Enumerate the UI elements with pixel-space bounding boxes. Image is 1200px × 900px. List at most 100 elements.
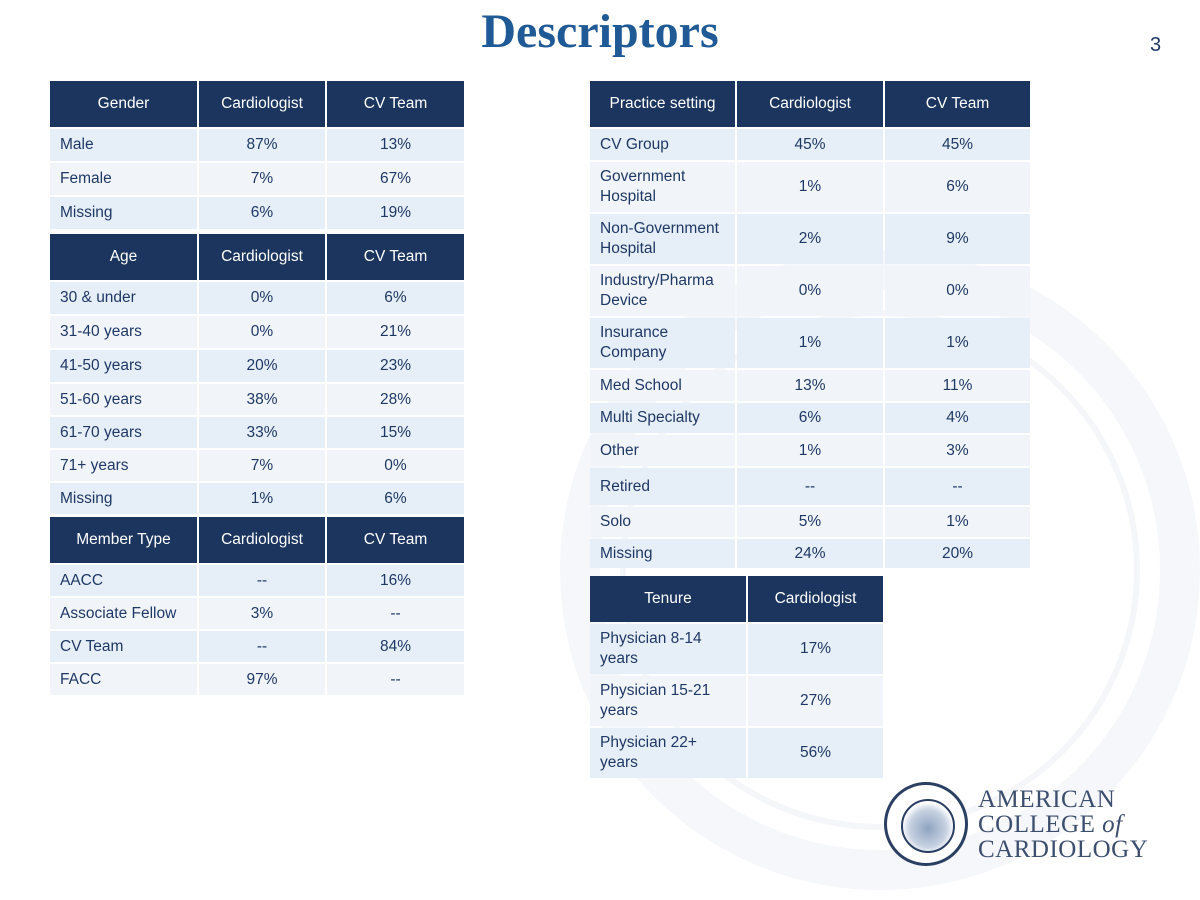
cell-value: 97% <box>199 664 325 695</box>
cell-value: 38% <box>199 384 325 415</box>
logo-line3: CARDIOLOGY <box>978 835 1149 863</box>
row-label: Associate Fellow <box>50 598 197 629</box>
practice-setting-table: Practice setting Cardiologist CV Team CV Gr… <box>588 79 1032 570</box>
cell-value: -- <box>199 565 325 596</box>
cell-value: 1% <box>885 318 1030 368</box>
cell-value: 0% <box>737 266 883 316</box>
table-row: AACC -- 16% <box>50 565 464 596</box>
table-row: Female 7% 67% <box>50 163 464 195</box>
cell-value: 7% <box>199 450 325 481</box>
cell-value: 6% <box>885 162 1030 212</box>
cell-value: 3% <box>199 598 325 629</box>
column-header: Cardiologist <box>748 576 883 622</box>
header-row: Age Cardiologist CV Team <box>50 234 464 280</box>
row-label: 61-70 years <box>50 417 197 448</box>
column-header: Age <box>50 234 197 280</box>
table-row: Non-Government Hospital 2% 9% <box>590 214 1030 264</box>
cell-value: 13% <box>737 370 883 401</box>
cell-value: 56% <box>748 728 883 778</box>
row-label: Other <box>590 435 735 466</box>
cell-value: -- <box>737 468 883 505</box>
row-label: Industry/Pharma Device <box>590 266 735 316</box>
column-header: Cardiologist <box>199 517 325 563</box>
column-header: Practice setting <box>590 81 735 127</box>
cell-value: 6% <box>199 197 325 229</box>
row-label: 30 & under <box>50 282 197 314</box>
header-row: Practice setting Cardiologist CV Team <box>590 81 1030 127</box>
cell-value: 3% <box>885 435 1030 466</box>
column-header: CV Team <box>327 234 464 280</box>
row-label: Retired <box>590 468 735 505</box>
cell-value: 16% <box>327 565 464 596</box>
cell-value: 0% <box>199 282 325 314</box>
table-row: Med School 13% 11% <box>590 370 1030 401</box>
header-row: Tenure Cardiologist <box>590 576 883 622</box>
column-header: Cardiologist <box>199 81 325 127</box>
row-label: Female <box>50 163 197 195</box>
table-row: CV Team -- 84% <box>50 631 464 662</box>
table-row: Physician 15-21 years 27% <box>590 676 883 726</box>
row-label: CV Team <box>50 631 197 662</box>
logo-line2: COLLEGE <box>978 810 1096 838</box>
table-row: 41-50 years 20% 23% <box>50 350 464 382</box>
tenure-table: Tenure Cardiologist Physician 8-14 years 17… <box>588 574 885 780</box>
cell-value: 0% <box>327 450 464 481</box>
cell-value: 23% <box>327 350 464 382</box>
page-number: 3 <box>1150 34 1162 56</box>
table-row: FACC 97% -- <box>50 664 464 695</box>
table-row: Associate Fellow 3% -- <box>50 598 464 629</box>
table-row: 30 & under 0% 6% <box>50 282 464 314</box>
cell-value: 45% <box>885 129 1030 160</box>
table-row: Missing 1% 6% <box>50 483 464 514</box>
row-label: 41-50 years <box>50 350 197 382</box>
cell-value: -- <box>885 468 1030 505</box>
cell-value: 20% <box>885 539 1030 568</box>
cell-value: 33% <box>199 417 325 448</box>
row-label: Physician 8-14 years <box>590 624 746 674</box>
row-label: Physician 15-21 years <box>590 676 746 726</box>
cell-value: -- <box>327 598 464 629</box>
table-row: 51-60 years 38% 28% <box>50 384 464 415</box>
table-row: Retired -- -- <box>590 468 1030 505</box>
row-label: Male <box>50 129 197 161</box>
column-header: CV Team <box>327 517 464 563</box>
row-label: Solo <box>590 507 735 537</box>
cell-value: 4% <box>885 403 1030 433</box>
row-label: Missing <box>590 539 735 568</box>
row-label: Missing <box>50 483 197 514</box>
gender-table: Gender Cardiologist CV Team Male 87% 13% Femal… <box>48 79 466 231</box>
cell-value: 45% <box>737 129 883 160</box>
row-label: CV Group <box>590 129 735 160</box>
cell-value: -- <box>327 664 464 695</box>
header-row: Member Type Cardiologist CV Team <box>50 517 464 563</box>
row-label: Insurance Company <box>590 318 735 368</box>
row-label: 71+ years <box>50 450 197 481</box>
acc-seal-icon <box>884 782 968 866</box>
table-row: Physician 22+ years 56% <box>590 728 883 778</box>
table-row: Solo 5% 1% <box>590 507 1030 537</box>
cell-value: 0% <box>199 316 325 348</box>
table-row: Male 87% 13% <box>50 129 464 161</box>
cell-value: 1% <box>737 162 883 212</box>
cell-value: -- <box>199 631 325 662</box>
cell-value: 11% <box>885 370 1030 401</box>
cell-value: 15% <box>327 417 464 448</box>
cell-value: 87% <box>199 129 325 161</box>
header-row: Gender Cardiologist CV Team <box>50 81 464 127</box>
cell-value: 6% <box>737 403 883 433</box>
row-label: Multi Specialty <box>590 403 735 433</box>
cell-value: 1% <box>737 318 883 368</box>
logo-line2b: of <box>1102 810 1123 838</box>
table-row: 31-40 years 0% 21% <box>50 316 464 348</box>
cell-value: 1% <box>737 435 883 466</box>
cell-value: 1% <box>199 483 325 514</box>
row-label: Missing <box>50 197 197 229</box>
table-row: Multi Specialty 6% 4% <box>590 403 1030 433</box>
column-header: Gender <box>50 81 197 127</box>
column-header: Cardiologist <box>737 81 883 127</box>
cell-value: 21% <box>327 316 464 348</box>
row-label: Physician 22+ years <box>590 728 746 778</box>
table-row: 71+ years 7% 0% <box>50 450 464 481</box>
table-row: Missing 6% 19% <box>50 197 464 229</box>
cell-value: 28% <box>327 384 464 415</box>
